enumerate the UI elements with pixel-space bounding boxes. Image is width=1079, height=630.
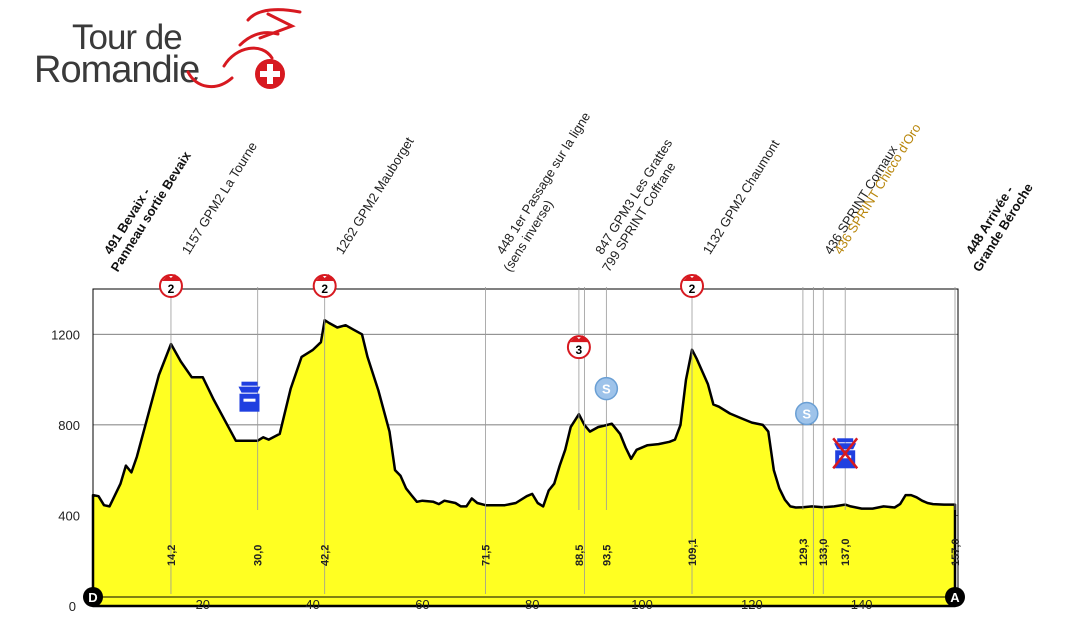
x-tick-label: 140 bbox=[851, 597, 873, 612]
svg-text:S: S bbox=[602, 382, 611, 397]
km-label: 88,5 bbox=[574, 545, 586, 566]
svg-text:A: A bbox=[950, 590, 960, 605]
svg-text:2: 2 bbox=[321, 282, 328, 296]
climb-category-icon: 2 bbox=[158, 274, 183, 298]
x-tick-label: 100 bbox=[631, 597, 653, 612]
annotation-line: 436 SPRINT Chicco d'Oro bbox=[831, 121, 924, 257]
y-tick-label: 400 bbox=[58, 508, 80, 523]
start-marker: D bbox=[83, 587, 103, 607]
x-tick-label: 20 bbox=[196, 597, 210, 612]
x-tick-label: 80 bbox=[525, 597, 539, 612]
annotation-line: 1132 GPM2 Chaumont bbox=[700, 137, 783, 257]
x-tick-label: 60 bbox=[415, 597, 429, 612]
km-label: 137,0 bbox=[840, 538, 852, 566]
axis-ticks: 0 400 800 1200 20 40 60 80 100 120 140 bbox=[51, 327, 872, 614]
x-tick-label: 120 bbox=[741, 597, 763, 612]
svg-text:S: S bbox=[802, 407, 811, 422]
feed-zone-icon bbox=[832, 437, 859, 470]
waypoint-lines bbox=[170, 287, 956, 594]
logo-line1: Tour de bbox=[72, 18, 182, 57]
svg-text:3: 3 bbox=[576, 343, 583, 357]
km-label: 157,0 bbox=[950, 538, 962, 566]
km-label: 14,2 bbox=[166, 545, 178, 566]
waypoint-annotation: 1262 GPM2 Mauborget bbox=[332, 134, 417, 257]
km-label: 93,5 bbox=[601, 545, 613, 566]
feed-zone-icon bbox=[238, 381, 261, 412]
waypoint-annotation: 448 Arrivée -Grande Béroche bbox=[963, 181, 1036, 275]
y-tick-label: 0 bbox=[69, 599, 76, 614]
km-label: 30,0 bbox=[253, 545, 265, 566]
waypoint-annotation: 1132 GPM2 Chaumont bbox=[700, 137, 783, 257]
waypoint-annotation: 448 1er Passage sur la ligne(sens invers… bbox=[493, 109, 593, 274]
km-label: 42,2 bbox=[320, 545, 332, 566]
profile-icons: 2 2 3 2 S S bbox=[158, 274, 859, 470]
annotation-line: 1262 GPM2 Mauborget bbox=[332, 134, 417, 257]
plot-frame bbox=[92, 288, 959, 598]
x-tick-label: 40 bbox=[305, 597, 319, 612]
annotation-line: 448 1er Passage sur la ligne bbox=[493, 109, 593, 257]
km-label: 133,0 bbox=[818, 538, 830, 566]
waypoint-annotation: 436 SPRINT Chicco d'Oro bbox=[831, 121, 924, 257]
y-tick-label: 1200 bbox=[51, 327, 80, 342]
finish-marker: A bbox=[945, 587, 965, 607]
climb-category-icon: 2 bbox=[680, 274, 705, 298]
climb-category-icon: 3 bbox=[566, 335, 591, 360]
y-tick-label: 800 bbox=[58, 418, 80, 433]
svg-text:D: D bbox=[88, 590, 97, 605]
svg-text:2: 2 bbox=[168, 282, 175, 296]
waypoint-km-labels: 14,2 30,0 42,2 71,5 88,5 93,5 109,1 129,3 133,0 1… bbox=[166, 538, 962, 566]
climb-category-icon: 2 bbox=[312, 274, 337, 298]
logo-line2: Romandie bbox=[34, 49, 199, 91]
annotation-line: Panneau sortie Bevaix bbox=[108, 148, 195, 274]
km-label: 71,5 bbox=[481, 545, 493, 566]
km-label: 109,1 bbox=[687, 538, 699, 566]
sprint-icon: S bbox=[594, 376, 619, 401]
waypoint-annotation: 491 Bevaix -Panneau sortie Bevaix bbox=[101, 148, 195, 274]
tour-de-romandie-logo: Tour de Romandie bbox=[34, 8, 302, 91]
km-label: 129,3 bbox=[798, 538, 810, 566]
svg-text:2: 2 bbox=[689, 282, 696, 296]
cyclist-icon bbox=[186, 8, 302, 88]
sprint-icon: S bbox=[795, 401, 819, 426]
